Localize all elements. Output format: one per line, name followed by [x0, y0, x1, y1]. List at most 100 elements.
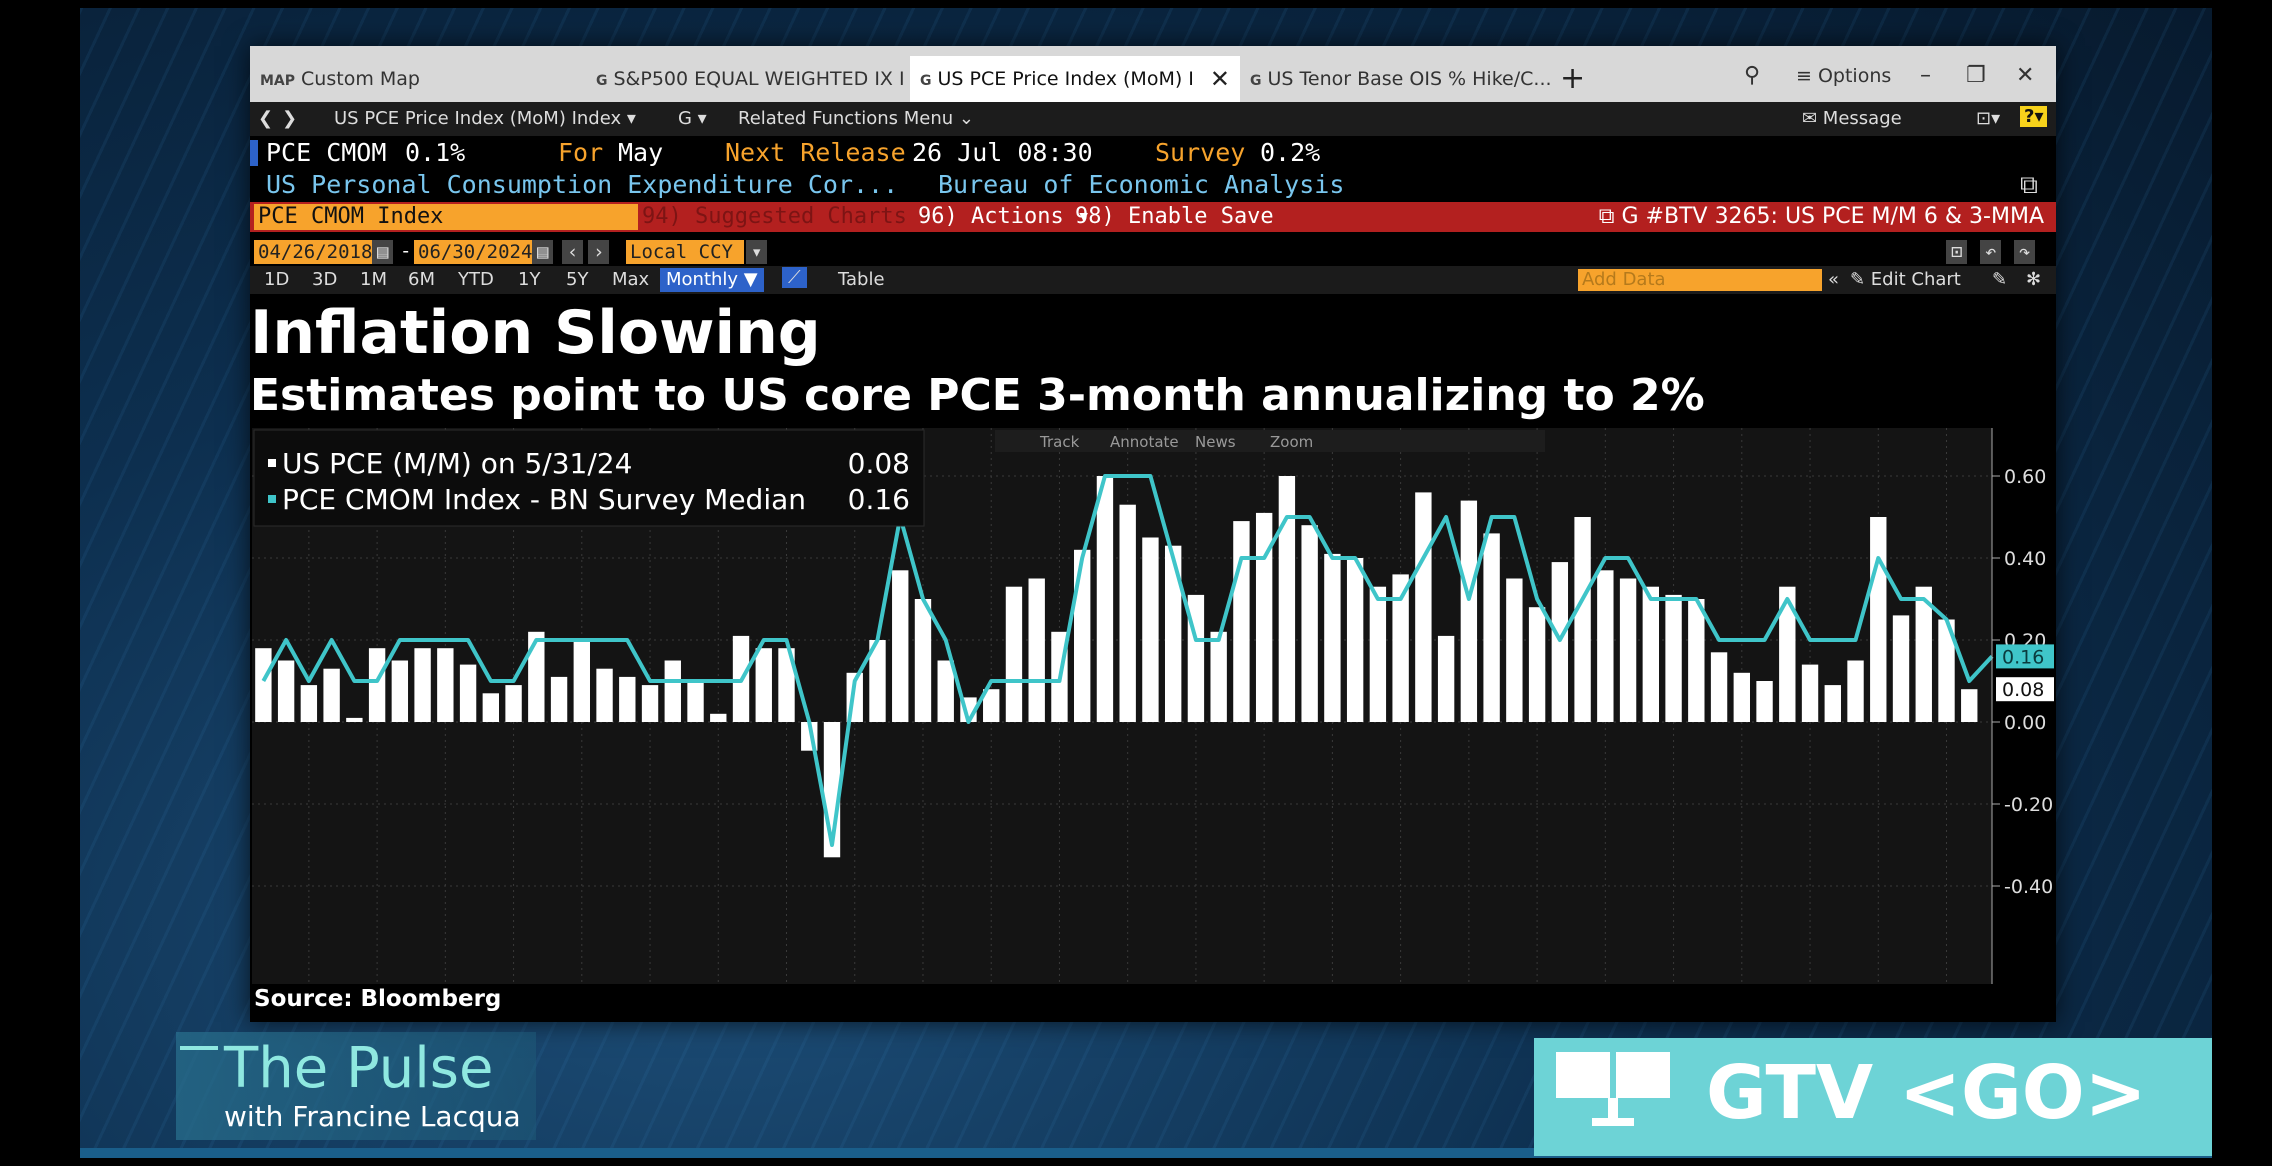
- currency-select[interactable]: Local CCY: [626, 240, 744, 264]
- legend: US PCE (M/M) on 5/31/24 0.08 PCE CMOM Inde…: [253, 429, 925, 527]
- tab-prefix: G: [920, 73, 932, 89]
- monitor-icon: [1556, 1052, 1670, 1126]
- bar: [1233, 521, 1250, 722]
- last-value-label: 0.08: [2002, 679, 2044, 701]
- period-6m[interactable]: 6M: [408, 269, 435, 290]
- bar: [1005, 586, 1023, 722]
- chart-toolbar-zoom: Zoom: [1270, 433, 1313, 451]
- legend-box: [253, 429, 925, 527]
- tab-sp500-equal-weighted[interactable]: G S&P500 EQUAL WEIGHTED IX I...: [596, 56, 906, 102]
- tab-prefix: MAP: [260, 73, 296, 89]
- restore-icon[interactable]: ❐: [1966, 63, 1986, 88]
- redo-icon[interactable]: ↷: [2014, 240, 2036, 264]
- bar: [1779, 586, 1796, 722]
- bar: [1551, 562, 1569, 722]
- tab-label: S&P500 EQUAL WEIGHTED IX I...: [613, 68, 907, 90]
- close-window-icon[interactable]: ✕: [2016, 63, 2035, 88]
- suggested-charts-menu[interactable]: 94) Suggested Charts ▾: [642, 204, 934, 229]
- bar: [1346, 558, 1364, 722]
- end-date-field[interactable]: 06/30/2024: [414, 240, 537, 264]
- currency-dropdown-icon[interactable]: ▾: [746, 240, 768, 264]
- collapse-icon[interactable]: «: [1828, 269, 1840, 290]
- period-3d[interactable]: 3D: [312, 269, 338, 290]
- bar: [1665, 594, 1682, 722]
- bar: [596, 668, 613, 722]
- period-ytd[interactable]: YTD: [458, 269, 494, 290]
- frequency-select[interactable]: Monthly ▼: [660, 268, 764, 292]
- command-bar: PCE CMOM Index 94) Suggested Charts ▾ 96…: [250, 202, 2056, 232]
- survey-median-line: [261, 474, 1994, 847]
- help-icon[interactable]: ?▾: [2020, 106, 2048, 127]
- period-1m[interactable]: 1M: [360, 269, 387, 290]
- security-title-menu[interactable]: US PCE Price Index (MoM) Index ▾: [334, 108, 636, 129]
- period-max[interactable]: Max: [612, 269, 650, 290]
- period-1y[interactable]: 1Y: [518, 269, 541, 290]
- options-menu[interactable]: ≡ Options: [1796, 65, 1892, 87]
- end-calendar-icon[interactable]: ▤: [532, 240, 554, 264]
- back-icon[interactable]: ❮: [258, 108, 274, 129]
- bar: [414, 648, 431, 722]
- decorative-line: [180, 1046, 218, 1050]
- bar: [482, 693, 500, 722]
- bar: [687, 681, 704, 722]
- bar: [1278, 476, 1296, 722]
- related-functions-menu[interactable]: Related Functions Menu ⌄: [738, 108, 974, 129]
- tab-us-tenor-base-ois[interactable]: G US Tenor Base OIS % Hike/C...: [1240, 56, 1560, 102]
- tab-prefix: G: [1250, 73, 1262, 89]
- tab-custom-map[interactable]: MAP Custom Map: [260, 56, 590, 102]
- start-date-field[interactable]: 04/26/2018: [254, 240, 377, 264]
- bar: [1938, 619, 1955, 722]
- actions-menu[interactable]: 96) Actions ▾: [918, 204, 1091, 229]
- bar: [300, 685, 318, 722]
- undo-icon[interactable]: ↶: [1980, 240, 2002, 264]
- bar: [1301, 525, 1318, 722]
- bar: [1415, 492, 1432, 722]
- layout-icon[interactable]: ⊡▾: [1976, 108, 2001, 129]
- show-branding: The Pulse with Francine Lacqua: [176, 1032, 536, 1140]
- external-link-icon[interactable]: ⧉: [1598, 204, 1615, 229]
- minimize-icon[interactable]: –: [1920, 63, 1931, 88]
- chart-subtitle: Estimates point to US core PCE 3-month a…: [250, 370, 1705, 421]
- forward-icon[interactable]: ❯: [282, 108, 298, 129]
- bar: [1801, 664, 1819, 722]
- tab-us-pce-price-index[interactable]: G US PCE Price Index (MoM) I ✕: [910, 56, 1240, 102]
- last-value-tag: [1996, 677, 2054, 702]
- bar: [619, 676, 636, 722]
- ticker-value: 0.1%: [405, 138, 466, 167]
- period-1d[interactable]: 1D: [264, 269, 290, 290]
- next-period-icon[interactable]: ›: [588, 240, 610, 264]
- tab-label: Custom Map: [301, 68, 420, 90]
- close-tab-icon[interactable]: ✕: [1209, 65, 1230, 93]
- add-data-input[interactable]: Add Data: [1578, 269, 1822, 291]
- bar: [1460, 500, 1478, 722]
- legend-series-value: 0.16: [848, 483, 910, 516]
- bar: [641, 685, 659, 722]
- annotate-icon[interactable]: ✎: [1992, 269, 2008, 290]
- bar: [1961, 689, 1978, 722]
- bar: [1074, 549, 1091, 722]
- chart-name-label: ⧉ G #BTV 3265: US PCE M/M 6 & 3-MMA: [1599, 202, 2044, 232]
- enable-save-button[interactable]: 98) Enable Save: [1075, 204, 1274, 229]
- legend-series-value: 0.08: [848, 447, 910, 480]
- bar: [1710, 652, 1728, 722]
- g-menu[interactable]: G ▾: [678, 108, 707, 129]
- message-button[interactable]: ✉ Message: [1802, 108, 1902, 129]
- period-5y[interactable]: 5Y: [566, 269, 589, 290]
- settings-gear-icon[interactable]: ✻: [2026, 269, 2042, 290]
- popout-icon[interactable]: ⧉: [2020, 170, 2038, 199]
- bar: [937, 660, 954, 722]
- search-icon[interactable]: ⚲: [1744, 63, 1761, 88]
- previous-period-icon[interactable]: ‹: [562, 240, 584, 264]
- security-description: US Personal Consumption Expenditure Cor.…: [266, 170, 899, 199]
- table-button[interactable]: Table: [838, 269, 885, 290]
- chart-type-icon[interactable]: ⟋: [782, 267, 807, 288]
- edit-chart-button[interactable]: ✎ Edit Chart: [1850, 269, 1961, 290]
- chart-toolbar-annotate: Annotate: [1110, 433, 1179, 451]
- last-value-label: 0.16: [2002, 646, 2044, 668]
- add-tab-button[interactable]: +: [1560, 61, 1586, 96]
- legend-swatch: [268, 459, 276, 467]
- survey-label: Survey: [1155, 138, 1246, 167]
- play-icon[interactable]: ⊡: [1946, 240, 1968, 264]
- start-calendar-icon[interactable]: ▤: [372, 240, 394, 264]
- command-input[interactable]: PCE CMOM Index: [254, 204, 638, 230]
